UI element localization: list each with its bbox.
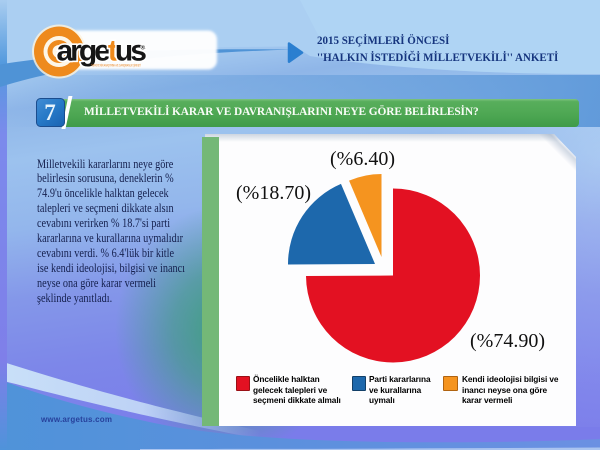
- svg-text:®: ®: [141, 45, 146, 52]
- svg-text:TÜRKİYE'NİN ARAŞTIRMA VE DANIŞ: TÜRKİYE'NİN ARAŞTIRMA VE DANIŞMANLIK ŞİR…: [91, 62, 141, 67]
- svg-text:argetus: argetus: [57, 35, 147, 68]
